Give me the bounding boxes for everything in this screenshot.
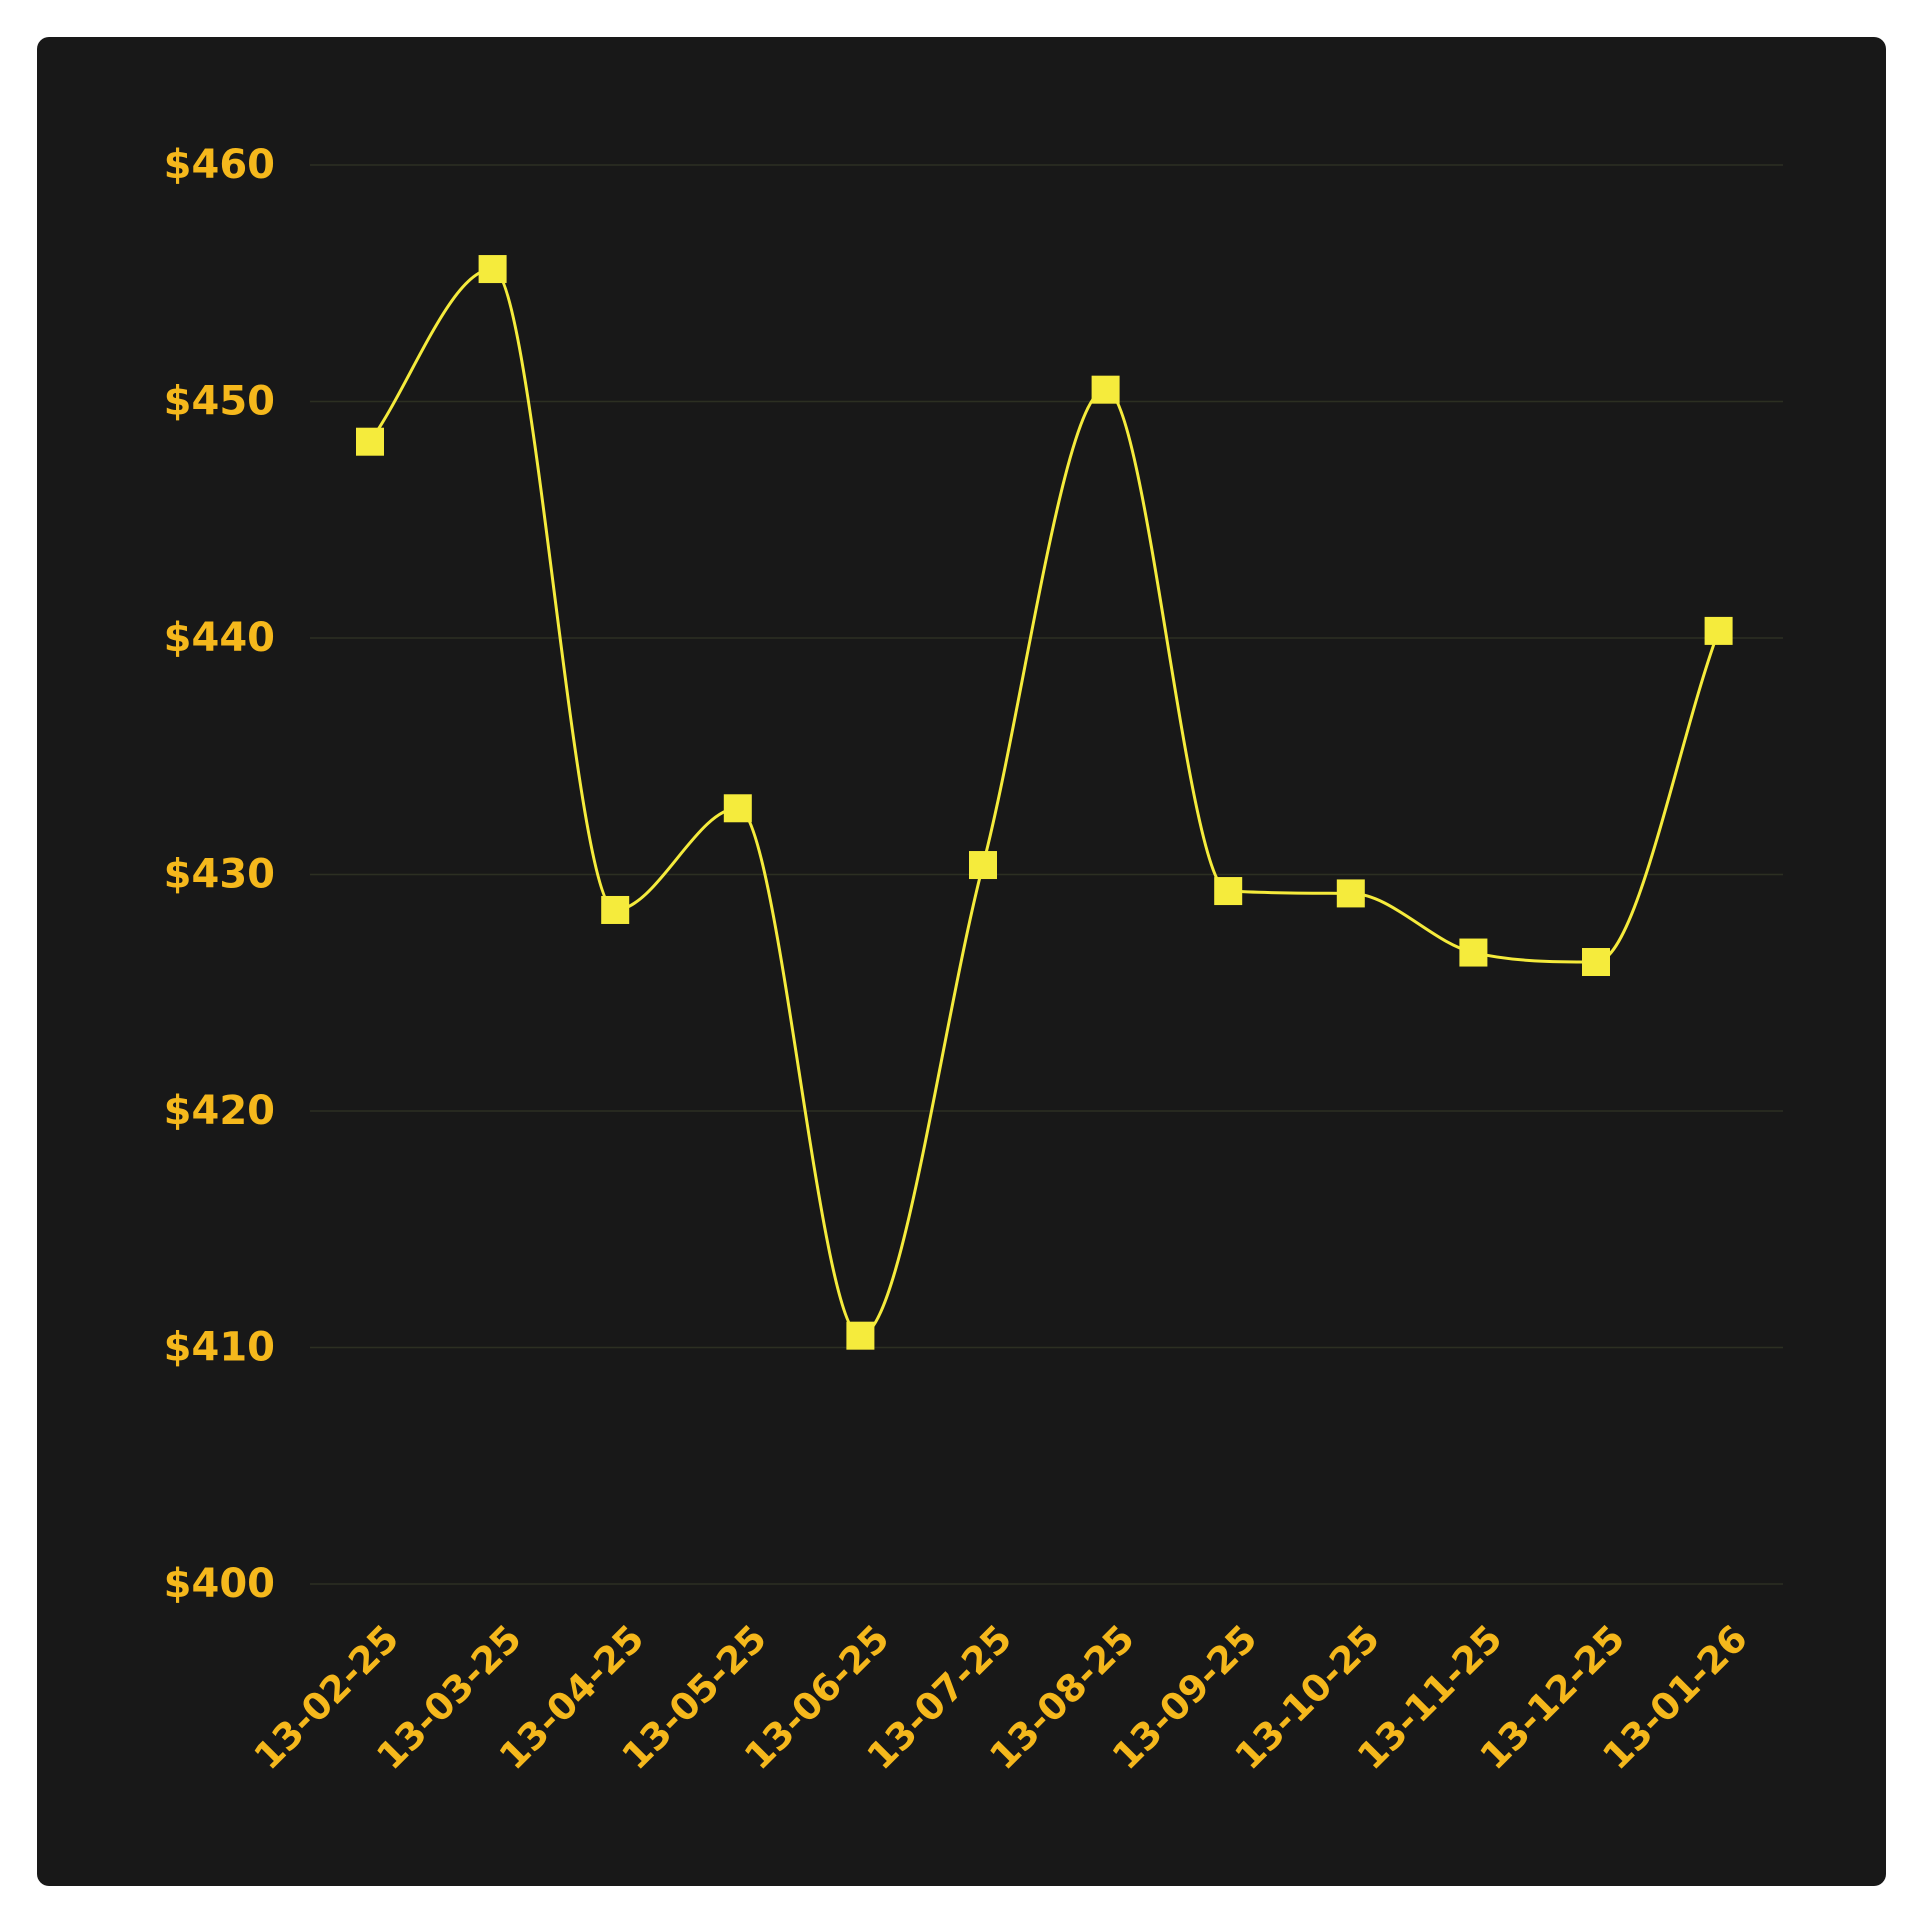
chart-card: $400 $410 $420 $430 $440 $450 $460 13-02-25 13-… bbox=[37, 37, 1886, 1886]
data-point-markers bbox=[356, 255, 1733, 1350]
y-tick-label: $450 bbox=[164, 379, 275, 425]
y-tick-label: $420 bbox=[164, 1088, 275, 1134]
y-axis-tick-labels: $400 $410 $420 $430 $440 $450 $460 bbox=[164, 142, 275, 1607]
line-chart: $400 $410 $420 $430 $440 $450 $460 13-02-2513-… bbox=[164, 142, 1783, 1778]
y-tick-label: $430 bbox=[164, 852, 275, 898]
y-tick-label: $410 bbox=[164, 1325, 275, 1371]
series-line-layer bbox=[368, 267, 1721, 1338]
y-tick-label: $460 bbox=[164, 142, 275, 188]
data-point-marker bbox=[1459, 938, 1488, 967]
data-point-marker bbox=[969, 851, 997, 880]
data-point-marker bbox=[1704, 616, 1733, 645]
data-point-marker bbox=[601, 895, 630, 924]
data-point-marker bbox=[1091, 375, 1120, 404]
data-point-marker bbox=[1582, 948, 1610, 977]
data-point-marker bbox=[478, 255, 507, 284]
y-tick-label: $400 bbox=[164, 1561, 275, 1607]
data-point-marker bbox=[356, 427, 384, 456]
data-point-marker bbox=[846, 1321, 875, 1350]
y-tick-label: $440 bbox=[164, 615, 275, 661]
data-point-marker bbox=[1214, 877, 1243, 906]
data-point-marker bbox=[1336, 879, 1365, 908]
data-point-marker bbox=[723, 794, 752, 823]
x-axis-tick-labels: 13-02-2513-03-2513-04-2513-05-2513-06-25… bbox=[246, 1617, 1756, 1778]
series-line bbox=[368, 267, 1721, 1338]
grid-lines bbox=[310, 164, 1783, 1585]
